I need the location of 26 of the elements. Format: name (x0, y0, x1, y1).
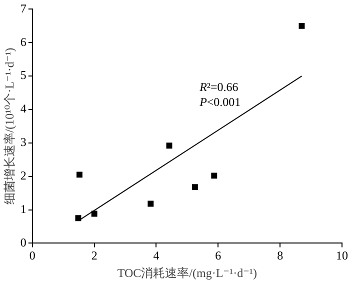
x-tick-label: 8 (277, 248, 284, 263)
annotation: P<0.001 (198, 95, 241, 110)
y-tick-label: 5 (20, 68, 26, 82)
annotation: R²=0.66 (198, 80, 238, 94)
point (166, 142, 172, 149)
point (192, 184, 198, 190)
point (298, 22, 305, 29)
y-tick-label: 4 (20, 102, 26, 116)
x-axis-title: TOC消耗速率/(mg·L⁻¹·d⁻¹) (117, 266, 258, 280)
y-tick-label: 7 (20, 1, 26, 16)
y-tick-label: 2 (20, 168, 26, 182)
y-tick-label: 1 (20, 202, 26, 216)
x-tick-label: 10 (336, 248, 348, 263)
x-tick-label: 6 (215, 248, 222, 263)
y-tick-label: 0 (20, 235, 26, 250)
x-tick-label: 2 (91, 248, 98, 263)
point (76, 172, 82, 178)
point (91, 210, 98, 217)
y-axis-title: 细菌增长速率/(10¹⁰个·L⁻¹·d⁻¹) (2, 48, 16, 205)
y-tick-label: 3 (20, 135, 26, 150)
point (75, 215, 82, 222)
y-tick-label: 6 (20, 34, 26, 49)
point (148, 200, 154, 207)
x-tick-label: 4 (153, 248, 160, 263)
x-tick-label: 0 (29, 248, 36, 263)
point (211, 172, 218, 179)
